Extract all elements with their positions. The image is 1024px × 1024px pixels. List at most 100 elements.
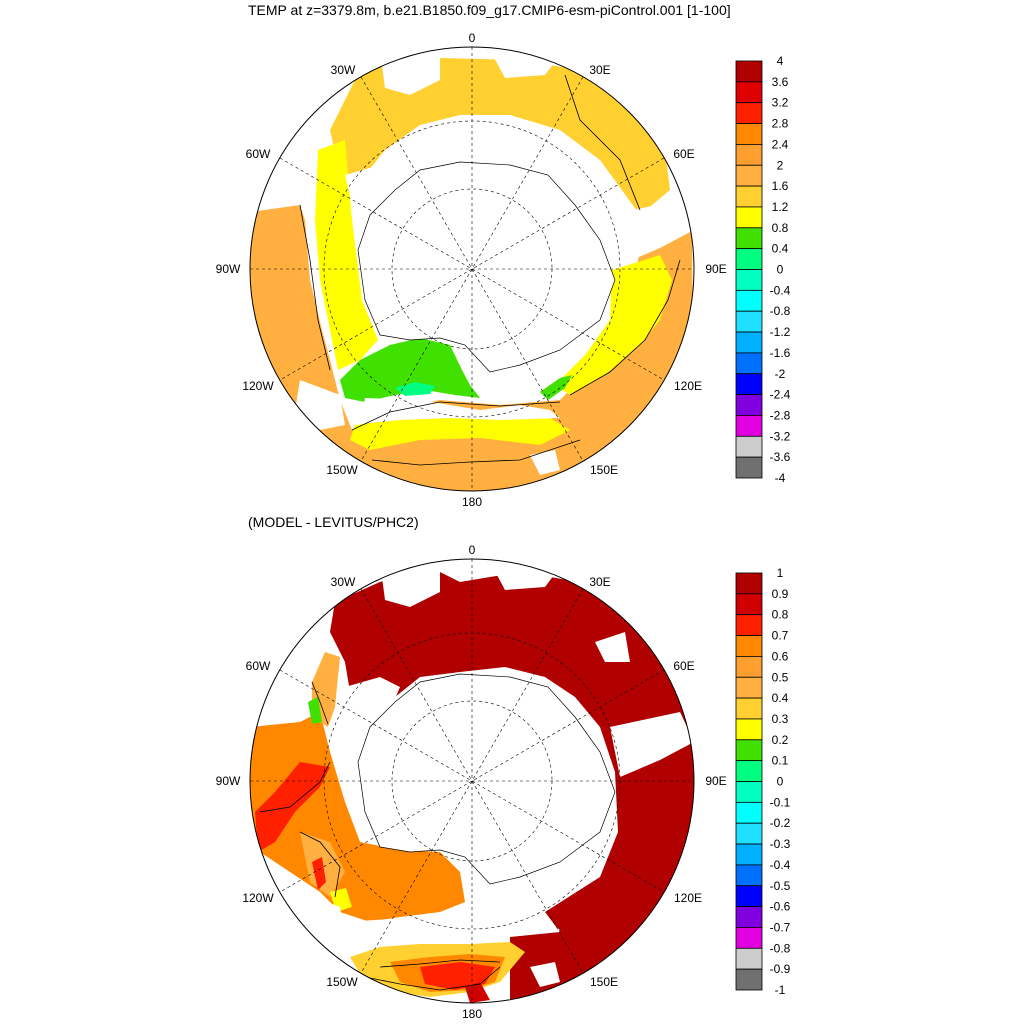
bottom-colorbar-swatch xyxy=(735,739,763,762)
bottom-colorbar-label: -0.9 xyxy=(770,962,791,976)
bottom-colorbar-label: -0.2 xyxy=(770,816,791,830)
anomaly-region-0.7-0.8-west xyxy=(312,857,326,890)
bottom-colorbar-label: 0.3 xyxy=(772,712,789,726)
bottom-colorbar-label: 0.6 xyxy=(772,649,789,663)
anomaly-region-0.2-0.3-coastal xyxy=(308,697,322,724)
bottom-colorbar-label: 0.7 xyxy=(772,629,789,643)
bottom-colorbar-swatch xyxy=(735,718,763,741)
bottom-colorbar-swatch xyxy=(735,947,763,970)
top-colorbar-label: 0.4 xyxy=(772,242,789,256)
top-colorbar-label: -3.2 xyxy=(770,429,791,443)
bottom-polar-map xyxy=(250,559,694,1003)
bottom-colorbar-label: -0.3 xyxy=(770,837,791,851)
bottom-colorbar-label: -0.6 xyxy=(770,900,791,914)
bottom-colorbar-label: -0.1 xyxy=(770,795,791,809)
contour-line xyxy=(371,439,581,466)
anomaly-region-0.7-0.8-south xyxy=(420,962,495,990)
bottom-colorbar-label: 0.4 xyxy=(772,691,789,705)
bottom-colorbar-swatch xyxy=(735,676,763,699)
lon-label-30e: 30E xyxy=(589,63,610,77)
contour-line xyxy=(569,259,681,396)
top-colorbar: 4 3.6 3.2 2.8 2.4 2 1.6 1.2 0.8 0.4 0 -0.4 -0.8 -1.2 -… xyxy=(735,54,791,485)
lon-label-180: 180 xyxy=(462,1007,482,1021)
top-colorbar-label: -0.8 xyxy=(770,304,791,318)
bottom-colorbar-label: 0.2 xyxy=(772,733,789,747)
temp-region-1.6-2.0 xyxy=(250,205,694,491)
ocean-mask-se-island xyxy=(530,450,560,475)
top-colorbar-label: 1.6 xyxy=(772,179,789,193)
bottom-colorbar-swatch xyxy=(735,801,763,824)
bottom-map-title: (MODEL - LEVITUS/PHC2) xyxy=(248,514,419,530)
top-colorbar-label: -1.6 xyxy=(770,346,791,360)
bottom-colorbar-swatch xyxy=(735,697,763,720)
lon-label-90w: 90W xyxy=(216,774,241,788)
contour-line xyxy=(351,401,561,431)
top-colorbar-label: 1.2 xyxy=(772,200,789,214)
anomaly-region-0.7-0.8 xyxy=(255,762,330,852)
top-map-panel: 0 30E 60E 90E 120E 150E 180 150W 120W 90… xyxy=(216,31,791,509)
top-colorbar-swatch xyxy=(735,352,763,375)
bottom-colorbar-swatch xyxy=(735,781,763,803)
top-colorbar-swatch xyxy=(735,227,763,250)
map-boundary xyxy=(249,46,695,492)
top-colorbar-swatch xyxy=(735,143,763,166)
bottom-colorbar-label: -0.4 xyxy=(770,858,791,872)
top-colorbar-label: -4 xyxy=(775,471,786,485)
top-colorbar-label: 2 xyxy=(777,158,784,172)
land-mask-peninsula xyxy=(345,165,400,240)
contour-line xyxy=(299,831,341,898)
ocean-mask-se-island xyxy=(530,962,560,987)
ocean-mask-south xyxy=(360,398,560,424)
top-colorbar-swatch xyxy=(735,123,763,145)
top-colorbar-label: -2 xyxy=(775,367,786,381)
temp-region-1.2-1.6-east xyxy=(555,255,672,395)
bottom-colorbar-swatch xyxy=(735,614,763,636)
contour-line xyxy=(364,966,501,991)
top-colorbar-label: -0.4 xyxy=(770,283,791,297)
lon-label-120w: 120W xyxy=(242,379,274,393)
top-colorbar-swatch xyxy=(735,456,763,479)
temp-region-1.6-2.0-north xyxy=(330,58,670,215)
temp-region-0.8-1.2 xyxy=(340,338,480,402)
lon-label-150e: 150E xyxy=(590,975,618,989)
bottom-colorbar-label: -0.5 xyxy=(770,879,791,893)
lon-label-30w: 30W xyxy=(331,63,356,77)
coastline xyxy=(357,673,616,885)
bottom-colorbar-swatch xyxy=(735,864,763,887)
bottom-colorbar-swatch xyxy=(735,760,763,782)
bottom-colorbar-swatch xyxy=(735,822,763,845)
lon-label-60w: 60W xyxy=(246,659,271,673)
bottom-colorbar-swatch xyxy=(735,885,763,908)
bottom-map-panel: 0 30E 60E 90E 120E 150E 180 150W 120W 90… xyxy=(216,543,791,1021)
ocean-mask-south xyxy=(345,917,560,950)
contour-line xyxy=(259,761,331,813)
land-mask-antarctica xyxy=(358,162,615,372)
bottom-colorbar-label: 0.8 xyxy=(772,608,789,622)
lon-label-150e: 150E xyxy=(590,463,618,477)
bottom-colorbar-swatch xyxy=(735,927,763,949)
bottom-colorbar-swatch xyxy=(735,843,763,866)
lon-label-150w: 150W xyxy=(326,463,358,477)
top-colorbar-swatch xyxy=(735,164,763,187)
bottom-colorbar-swatch xyxy=(735,593,763,616)
bottom-colorbar-swatch xyxy=(735,968,763,991)
lon-label-0: 0 xyxy=(469,31,476,45)
top-colorbar-label: 3.2 xyxy=(772,96,789,110)
top-colorbar-swatch xyxy=(735,248,763,270)
top-colorbar-label: -3.6 xyxy=(770,450,791,464)
lon-label-0: 0 xyxy=(469,543,476,557)
lon-label-60e: 60E xyxy=(673,147,694,161)
top-polar-map xyxy=(250,47,694,491)
top-colorbar-label: 0.8 xyxy=(772,221,789,235)
contour-line xyxy=(379,959,501,968)
lon-label-90e: 90E xyxy=(705,262,726,276)
lon-label-60e: 60E xyxy=(673,659,694,673)
bottom-colorbar-label: -0.7 xyxy=(770,920,791,934)
bottom-colorbar-swatch xyxy=(735,572,763,595)
top-colorbar-swatch xyxy=(735,289,763,312)
temp-region-0.4-0.8 xyxy=(395,382,435,396)
top-colorbar-label: 3.6 xyxy=(772,75,789,89)
ocean-mask-east-gap xyxy=(610,200,694,265)
top-colorbar-swatch xyxy=(735,185,763,208)
top-colorbar-swatch xyxy=(735,269,763,291)
